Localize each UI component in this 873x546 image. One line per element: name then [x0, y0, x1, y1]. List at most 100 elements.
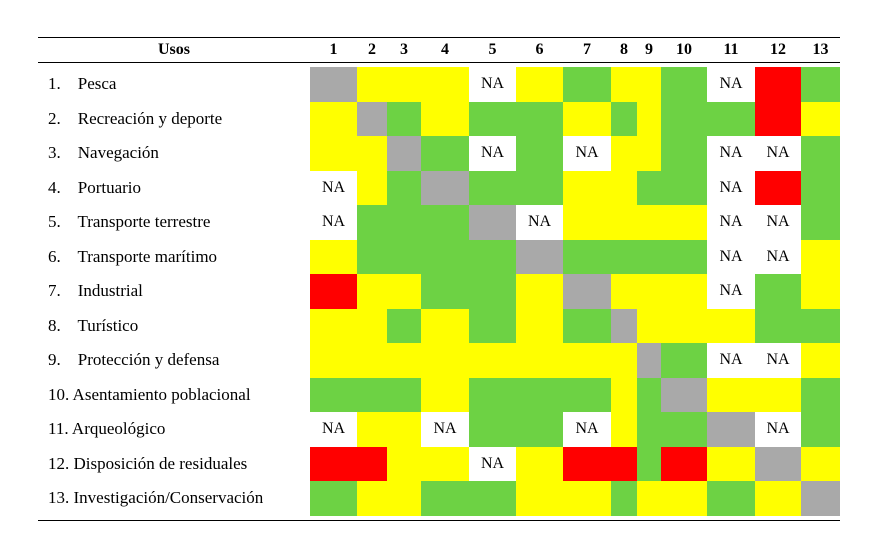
cell-r10-c1	[310, 377, 357, 413]
row-label-1: 1. Pesca	[48, 74, 117, 93]
cell-r10-c6	[516, 377, 563, 413]
cell-r8-c12	[755, 308, 801, 344]
column-header-1: 1	[329, 41, 338, 58]
cell-r8-c13	[801, 308, 840, 344]
cell-r4-c1: NA	[310, 170, 357, 206]
cell-r12-c13	[801, 446, 840, 482]
cell-r8-c4	[421, 308, 469, 344]
cell-r5-c13	[801, 205, 840, 241]
cell-r3-c10	[661, 136, 707, 172]
cell-r9-c9	[637, 343, 661, 379]
cell-r7-c10	[661, 274, 707, 310]
cell-r10-c9	[637, 377, 661, 413]
cell-r13-c1	[310, 481, 357, 517]
cell-r5-c4	[421, 205, 469, 241]
cell-r4-c8	[611, 170, 637, 206]
cell-r1-c13	[801, 67, 840, 103]
column-header-3: 3	[400, 41, 408, 58]
cell-r10-c3	[387, 377, 421, 413]
cell-r3-c13	[801, 136, 840, 172]
cell-r11-c10	[661, 412, 707, 448]
cell-r3-c12: NA	[755, 136, 801, 172]
cell-r1-c5: NA	[469, 67, 516, 103]
cell-r1-c1	[310, 67, 357, 103]
cell-r7-c9	[637, 274, 661, 310]
cell-r9-c1	[310, 343, 357, 379]
cell-r6-c3	[387, 239, 421, 275]
cell-r3-c5: NA	[469, 136, 516, 172]
cell-r3-c9	[637, 136, 661, 172]
cell-r13-c4	[421, 481, 469, 517]
cell-r7-c3	[387, 274, 421, 310]
cell-r7-c11: NA	[707, 274, 755, 310]
cell-r1-c8	[611, 67, 637, 103]
cell-r12-c12	[755, 446, 801, 482]
cell-r13-c6	[516, 481, 563, 517]
cell-r7-c2	[357, 274, 387, 310]
cell-r8-c8	[611, 308, 637, 344]
cell-r13-c9	[637, 481, 661, 517]
row-label-11: 11. Arqueológico	[48, 419, 166, 438]
cell-r7-c12	[755, 274, 801, 310]
cell-r6-c13	[801, 239, 840, 275]
cell-r11-c1: NA	[310, 412, 357, 448]
cell-r4-c9	[637, 170, 661, 206]
cell-r11-c8	[611, 412, 637, 448]
cell-r8-c9	[637, 308, 661, 344]
cell-r7-c13	[801, 274, 840, 310]
cell-r5-c8	[611, 205, 637, 241]
cell-r12-c1	[310, 446, 357, 482]
cell-r12-c3	[387, 446, 421, 482]
cell-r1-c12	[755, 67, 801, 103]
cell-r7-c8	[611, 274, 637, 310]
cell-r3-c11: NA	[707, 136, 755, 172]
cell-r6-c2	[357, 239, 387, 275]
cell-r7-c1	[310, 274, 357, 310]
cell-r11-c2	[357, 412, 387, 448]
cell-r4-c2	[357, 170, 387, 206]
cell-r9-c2	[357, 343, 387, 379]
cell-r6-c4	[421, 239, 469, 275]
cell-r10-c8	[611, 377, 637, 413]
cell-r9-c3	[387, 343, 421, 379]
cell-r13-c8	[611, 481, 637, 517]
cell-r5-c10	[661, 205, 707, 241]
cell-r7-c4	[421, 274, 469, 310]
cell-r11-c3	[387, 412, 421, 448]
cell-r13-c7	[563, 481, 611, 517]
cell-r7-c7	[563, 274, 611, 310]
row-label-4: 4. Portuario	[48, 177, 142, 197]
cell-r9-c11: NA	[707, 343, 755, 379]
cell-r9-c10	[661, 343, 707, 379]
cell-r10-c2	[357, 377, 387, 413]
cell-r10-c4	[421, 377, 469, 413]
cell-r12-c11	[707, 446, 755, 482]
column-header-8: 8	[620, 41, 628, 58]
row-label-2: 2. Recreación y deporte	[48, 108, 223, 128]
cell-r1-c2	[357, 67, 387, 103]
cell-r12-c4	[421, 446, 469, 482]
top-rule	[38, 37, 840, 38]
cell-r6-c1	[310, 239, 357, 275]
row-label-8: 8. Turístico	[48, 315, 139, 335]
cell-r5-c12: NA	[755, 205, 801, 241]
cell-r1-c9	[637, 67, 661, 103]
cell-r2-c11	[707, 101, 755, 137]
cell-r4-c10	[661, 170, 707, 206]
cell-r4-c6	[516, 170, 563, 206]
cell-r11-c6	[516, 412, 563, 448]
cell-r5-c11: NA	[707, 205, 755, 241]
column-header-9: 9	[645, 41, 653, 58]
cell-r10-c5	[469, 377, 516, 413]
column-header-12: 12	[770, 41, 786, 58]
cell-r13-c12	[755, 481, 801, 517]
cell-r5-c6: NA	[516, 205, 563, 241]
cell-r2-c5	[469, 101, 516, 137]
cell-r5-c2	[357, 205, 387, 241]
cell-r2-c6	[516, 101, 563, 137]
cell-r7-c5	[469, 274, 516, 310]
cell-r9-c5	[469, 343, 516, 379]
cell-r2-c9	[637, 101, 661, 137]
cell-r10-c10	[661, 377, 707, 413]
